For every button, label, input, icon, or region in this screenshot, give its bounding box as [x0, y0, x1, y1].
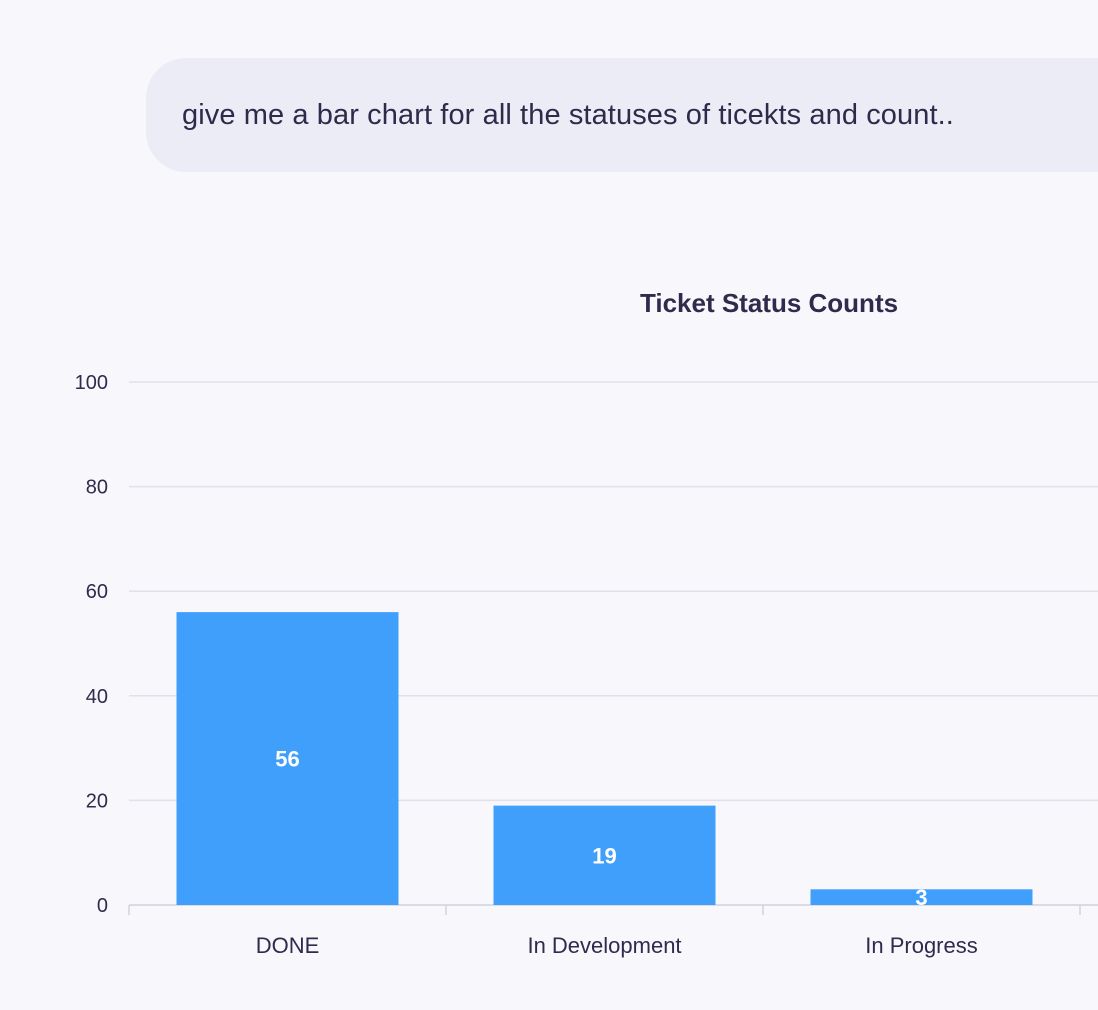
x-axis-ticks: DONE In Development In Progress [256, 933, 978, 958]
y-tick-label: 100 [75, 372, 108, 394]
y-tick-label: 20 [86, 790, 108, 812]
chart-title: Ticket Status Counts [640, 288, 898, 318]
user-message-text: give me a bar chart for all the statuses… [182, 98, 954, 131]
x-tick-label: DONE [256, 933, 320, 958]
x-tick-label: In Progress [865, 933, 978, 958]
bar-in-development[interactable] [493, 805, 716, 905]
y-tick-label: 60 [86, 581, 108, 603]
bars: 56 19 3 [176, 612, 1033, 910]
user-message-bubble: give me a bar chart for all the statuses… [146, 58, 1098, 172]
y-tick-label: 80 [86, 477, 108, 499]
y-tick-label: 0 [97, 895, 108, 917]
bar-value-label: 19 [592, 843, 616, 868]
x-tick-label: In Development [527, 933, 681, 958]
chart-container: Ticket Status Counts 0 20 40 60 80 100 56 19 3 … [0, 260, 1098, 1010]
bar-value-label: 56 [275, 747, 299, 772]
bar-in-progress[interactable] [810, 889, 1033, 905]
bar-done[interactable] [176, 612, 399, 905]
x-axis [128, 904, 1098, 915]
y-axis-ticks: 0 20 40 60 80 100 [75, 372, 108, 917]
y-tick-label: 40 [86, 686, 108, 708]
bar-value-label: 3 [915, 885, 927, 910]
